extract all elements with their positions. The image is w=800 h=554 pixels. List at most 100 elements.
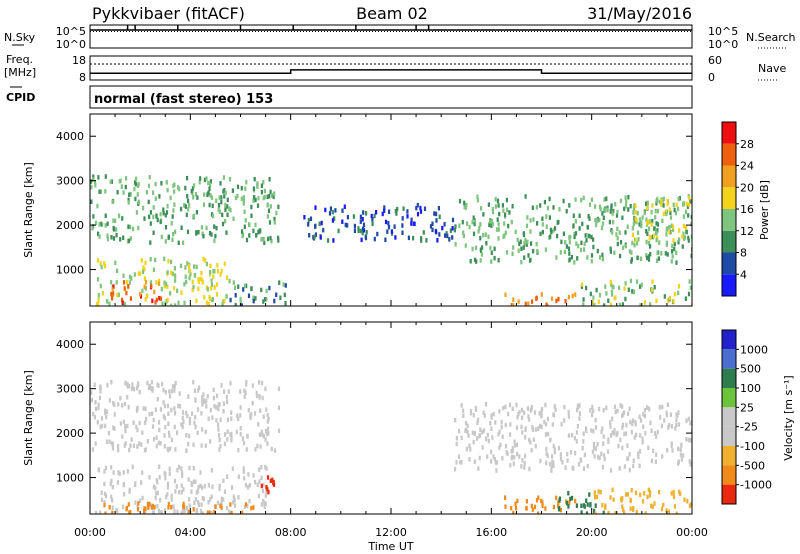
echo-cell	[585, 285, 588, 291]
echo-cell	[675, 250, 678, 256]
echo-cell	[121, 434, 124, 439]
echo-cell	[165, 494, 168, 500]
echo-cell	[188, 203, 191, 208]
echo-cell	[665, 232, 668, 237]
echo-cell	[593, 454, 596, 459]
echo-cell	[158, 474, 161, 480]
echo-cell	[502, 208, 505, 213]
echo-cell	[566, 458, 569, 463]
echo-cell	[225, 394, 228, 400]
echo-cell	[666, 448, 669, 453]
echo-cell	[261, 488, 265, 494]
echo-cell	[200, 485, 204, 490]
echo-cell	[689, 462, 692, 467]
echo-cell	[596, 442, 599, 447]
echo-cell	[674, 210, 677, 216]
echo-cell	[649, 420, 652, 426]
echo-cell	[591, 300, 594, 305]
echo-cell	[578, 411, 581, 416]
echo-cell	[545, 446, 548, 452]
echo-cell	[202, 234, 205, 239]
echo-cell	[143, 509, 146, 514]
echo-cell	[198, 179, 201, 185]
echo-cell	[671, 249, 674, 254]
echo-cell	[94, 183, 97, 188]
echo-cell	[167, 430, 171, 436]
echo-cell	[685, 229, 688, 235]
echo-cell	[268, 194, 271, 199]
echo-cell	[121, 504, 125, 510]
echo-cell	[207, 500, 210, 505]
echo-cell	[243, 283, 247, 289]
time-tick-label: 20:00	[576, 526, 608, 539]
echo-cell	[228, 278, 231, 284]
power-colorbar-segment	[722, 252, 736, 275]
echo-cell	[679, 452, 682, 458]
echo-cell	[650, 458, 653, 464]
echo-cell	[282, 282, 285, 287]
echo-cell	[548, 215, 551, 220]
echo-cell	[487, 438, 490, 444]
echo-cell	[128, 192, 131, 197]
echo-cell	[687, 238, 690, 243]
echo-cell	[152, 214, 155, 220]
echo-cell	[173, 285, 176, 291]
echo-cell	[592, 244, 595, 250]
echo-cell	[390, 229, 393, 234]
freq-left-tick-top: 18	[72, 54, 86, 67]
echo-cell	[553, 404, 556, 409]
power-colorbar-segment	[722, 230, 736, 253]
echo-cell	[193, 388, 196, 393]
echo-cell	[213, 224, 216, 229]
echo-cell	[149, 210, 152, 215]
freq-left-tick-bottom: 8	[79, 71, 86, 84]
echo-cell	[490, 223, 493, 228]
echo-cell	[541, 216, 544, 221]
echo-cell	[267, 208, 271, 213]
echo-cell	[383, 208, 386, 213]
echo-cell	[588, 492, 591, 497]
echo-cell	[528, 466, 531, 472]
echo-cell	[341, 219, 344, 224]
echo-cell	[406, 214, 409, 219]
echo-cell	[182, 487, 185, 492]
echo-cell	[634, 210, 637, 215]
noise-right-tick-top: 10^5	[708, 25, 738, 38]
echo-cell	[455, 441, 458, 447]
velocity-panel-frame	[89, 321, 693, 515]
echo-cell	[260, 183, 263, 188]
echo-cell	[170, 407, 173, 413]
echo-cell	[361, 230, 364, 236]
echo-cell	[129, 510, 132, 514]
echo-cell	[641, 499, 645, 504]
echo-cell	[265, 407, 268, 412]
echo-cell	[99, 261, 102, 266]
power-colorbar-tick-label: 28	[740, 138, 754, 151]
echo-cell	[616, 408, 619, 414]
echo-cell	[202, 256, 205, 262]
echo-cell	[373, 213, 376, 219]
echo-cell	[219, 181, 222, 186]
echo-cell	[564, 299, 567, 304]
echo-cell	[142, 406, 145, 411]
echo-cell	[103, 481, 106, 487]
echo-cell	[651, 219, 654, 224]
echo-cell	[141, 495, 144, 501]
echo-cell	[575, 503, 578, 508]
echo-cell	[609, 420, 612, 425]
echo-cell	[611, 430, 614, 435]
echo-cell	[140, 480, 143, 485]
echo-cell	[464, 421, 468, 426]
echo-cell	[264, 428, 268, 434]
echo-cell	[152, 484, 155, 490]
echo-cell	[100, 490, 103, 496]
echo-cell	[673, 246, 676, 252]
echo-cell	[245, 237, 249, 243]
echo-cell	[647, 219, 650, 225]
echo-cell	[341, 208, 344, 213]
echo-cell	[213, 269, 216, 274]
echo-cell	[562, 231, 565, 236]
echo-cell	[144, 506, 147, 511]
echo-cell	[266, 441, 269, 446]
